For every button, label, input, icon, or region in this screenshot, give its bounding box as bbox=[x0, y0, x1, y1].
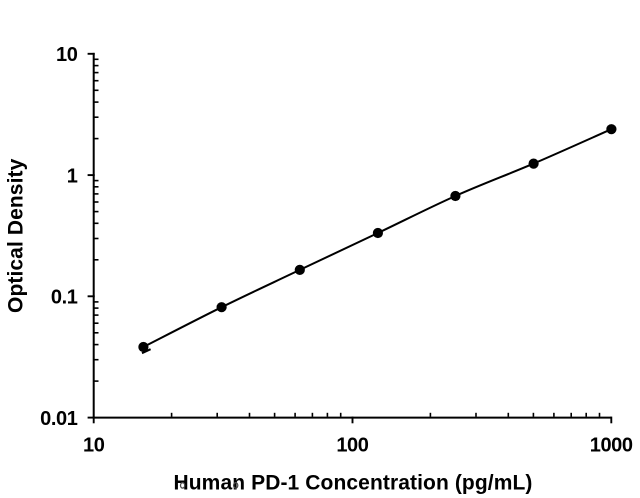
svg-text:10: 10 bbox=[56, 44, 78, 66]
svg-text:100: 100 bbox=[336, 434, 368, 456]
svg-text:0.1: 0.1 bbox=[51, 287, 78, 309]
svg-text:Human PD-1 Concentration (pg/m: Human PD-1 Concentration (pg/mL) bbox=[173, 472, 532, 495]
svg-text:1000: 1000 bbox=[590, 434, 633, 456]
svg-text:Optical Density: Optical Density bbox=[5, 158, 28, 313]
svg-text:0.01: 0.01 bbox=[40, 408, 78, 430]
svg-text:1: 1 bbox=[67, 165, 78, 187]
svg-text:10: 10 bbox=[83, 434, 105, 456]
